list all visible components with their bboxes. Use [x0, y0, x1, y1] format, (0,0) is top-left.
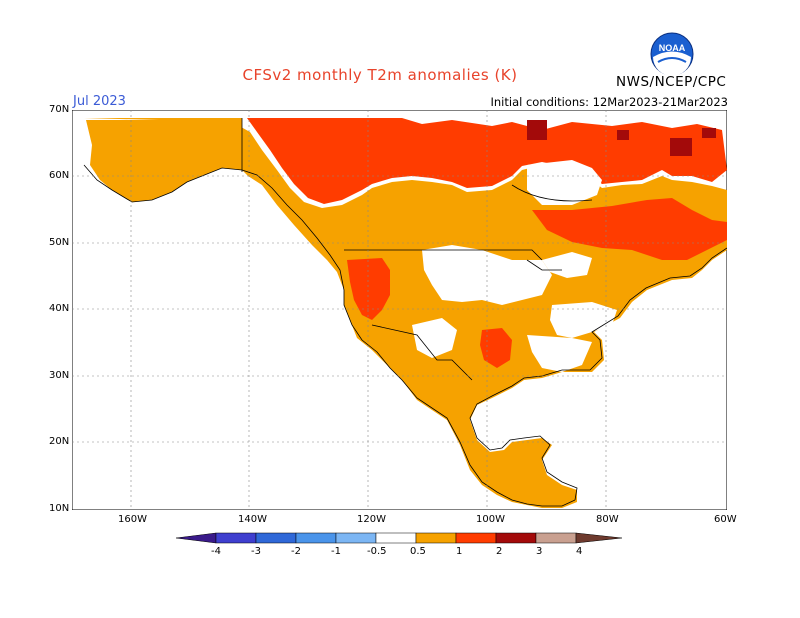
lat-label-30n: 30N: [49, 370, 70, 381]
lon-label-140w: 140W: [238, 514, 267, 525]
anomaly-field: [84, 118, 727, 508]
colorbar-tick: 0.5: [410, 546, 426, 557]
colorbar-tick: -0.5: [367, 546, 387, 557]
map-title: CFSv2 monthly T2m anomalies (K): [242, 66, 518, 84]
colorbar-above-max: [575, 532, 623, 544]
forecast-month: Jul 2023: [73, 94, 126, 109]
colorbar-tick: 1: [456, 546, 463, 557]
graticule: [72, 110, 727, 510]
lon-label-100w: 100W: [476, 514, 505, 525]
colorbar-below-min: [175, 532, 217, 544]
colorbar-tick: -3: [251, 546, 261, 557]
anomaly-map: [72, 110, 727, 510]
lat-label-50n: 50N: [49, 237, 70, 248]
colorbar-bin: [335, 532, 377, 544]
colorbar-bin: [215, 532, 257, 544]
lat-label-10n: 10N: [49, 503, 70, 514]
colorbar-bin: [255, 532, 297, 544]
coastlines: [83, 118, 727, 507]
colorbar-tick: 4: [576, 546, 583, 557]
colorbar-tick: -2: [291, 546, 301, 557]
colorbar-tick: -1: [331, 546, 341, 557]
lon-label-60w: 60W: [714, 514, 737, 525]
colorbar-tick: 2: [496, 546, 503, 557]
lon-label-160w: 160W: [118, 514, 147, 525]
colorbar-bin: [535, 532, 577, 544]
colorbar-tick: 3: [536, 546, 543, 557]
lon-label-120w: 120W: [357, 514, 386, 525]
agency-label: NWS/NCEP/CPC: [616, 74, 727, 90]
lat-label-20n: 20N: [49, 436, 70, 447]
lat-label-70n: 70N: [49, 104, 70, 115]
colorbar-tick: -4: [211, 546, 221, 557]
colorbar-bin: [375, 532, 417, 544]
lon-label-80w: 80W: [596, 514, 619, 525]
noaa-logo: NOAA: [650, 32, 694, 76]
colorbar: [175, 532, 623, 544]
colorbar-bin: [455, 532, 497, 544]
colorbar-bin: [295, 532, 337, 544]
logo-text: NOAA: [659, 43, 686, 53]
colorbar-bin: [495, 532, 537, 544]
initial-conditions: Initial conditions: 12Mar2023-21Mar2023: [490, 95, 728, 109]
lat-label-60n: 60N: [49, 170, 70, 181]
colorbar-bin: [415, 532, 457, 544]
lat-label-40n: 40N: [49, 303, 70, 314]
